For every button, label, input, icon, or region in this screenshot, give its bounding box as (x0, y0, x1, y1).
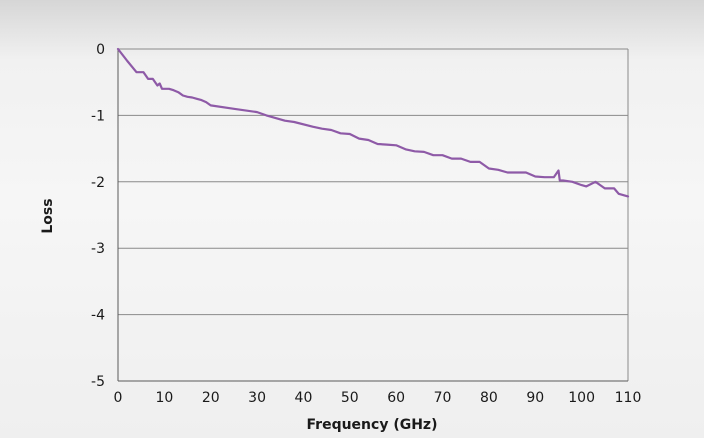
y-axis-title: Loss (40, 198, 56, 233)
x-tick-label: 60 (387, 390, 405, 406)
x-tick-label: 80 (480, 390, 498, 406)
x-axis-title: Frequency (GHz) (307, 417, 438, 433)
x-tick-label: 90 (526, 390, 544, 406)
x-tick-label: 20 (202, 390, 220, 406)
series-layer (116, 47, 630, 198)
x-tick-label: 110 (615, 390, 642, 406)
y-tick-label: -3 (91, 241, 105, 257)
y-tick-label: 0 (96, 42, 105, 58)
x-tick-label: 70 (434, 390, 452, 406)
y-tick-label: -2 (91, 175, 105, 191)
series-line (116, 47, 630, 198)
gridlines (118, 48, 628, 316)
x-tick-label: 30 (248, 390, 266, 406)
y-tick-label: -1 (91, 108, 105, 124)
x-tick-label: 50 (341, 390, 359, 406)
x-tick-label: 40 (295, 390, 313, 406)
x-tick-label: 100 (568, 390, 595, 406)
x-tick-label: 10 (155, 390, 173, 406)
axes (117, 49, 629, 382)
x-tick-label: 0 (114, 390, 123, 406)
tick-labels: 0 -1 -2 -3 -4 -5 0 10 20 30 40 50 60 70 80 90 100 110 (91, 42, 641, 406)
y-tick-label: -4 (91, 308, 105, 324)
y-tick-label: -5 (91, 374, 105, 390)
